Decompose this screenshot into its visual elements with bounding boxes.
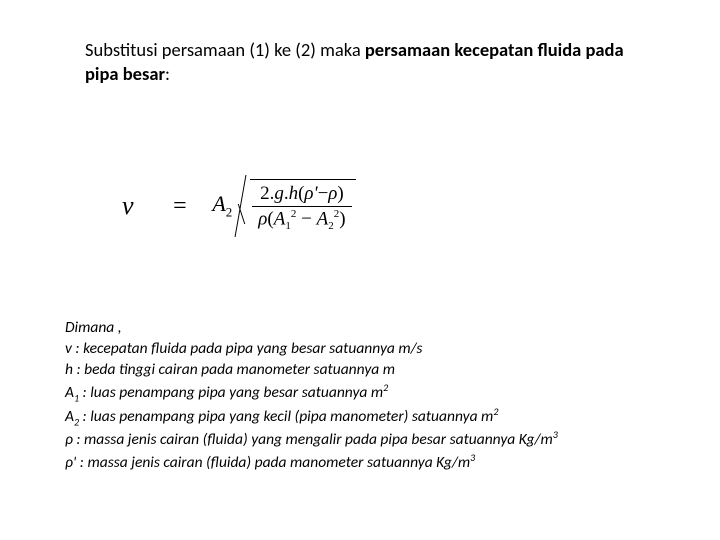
equation-block: v = A2 2.g.h(ρ'−ρ) ρ(A12 − A22) bbox=[122, 175, 356, 237]
def-line-dimana: Dimana , bbox=[65, 318, 675, 339]
den-a2: A bbox=[317, 208, 329, 229]
def-rho-sup: 3 bbox=[553, 428, 558, 441]
heading: Substitusi persamaan (1) ke (2) maka per… bbox=[85, 38, 645, 86]
definitions-block: Dimana , v : kecepatan fluida pada pipa … bbox=[65, 318, 675, 474]
den-minus: − bbox=[296, 208, 316, 229]
num-rpar: ) bbox=[337, 183, 343, 204]
sqrt-wrap: 2.g.h(ρ'−ρ) ρ(A12 − A22) bbox=[234, 175, 355, 237]
def-line-h: h : beda tinggi cairan pada manometer sa… bbox=[65, 360, 675, 381]
def-a2-text: : luas penampang pipa yang kecil (pipa m… bbox=[79, 407, 493, 426]
equation-coeff-a2: A2 bbox=[212, 191, 232, 220]
den-a1: A bbox=[274, 208, 286, 229]
num-h: h bbox=[289, 183, 299, 204]
den-rpar: ) bbox=[339, 208, 345, 229]
def-a2-sym: A bbox=[65, 407, 74, 426]
fraction-denominator: ρ(A12 − A22) bbox=[252, 207, 351, 233]
def-line-a1: A1 : luas penampang pipa yang besar satu… bbox=[65, 381, 675, 405]
num-minus: − bbox=[318, 183, 329, 204]
num-rho-prime: ρ' bbox=[304, 183, 317, 204]
def-rhop-sup: 3 bbox=[470, 451, 475, 464]
def-line-rho: ρ : massa jenis cairan (fluida) yang men… bbox=[65, 428, 675, 451]
num-g: g bbox=[274, 183, 284, 204]
def-rho-text: ρ : massa jenis cairan (fluida) yang men… bbox=[65, 430, 553, 449]
def-a1-sup: 2 bbox=[383, 381, 388, 394]
def-a1-sym: A bbox=[65, 383, 74, 402]
def-line-v: v : kecepatan fluida pada pipa yang besa… bbox=[65, 339, 675, 360]
fraction: 2.g.h(ρ'−ρ) ρ(A12 − A22) bbox=[252, 182, 351, 233]
def-rhop-text: ρ' : massa jenis cairan (fluida) pada ma… bbox=[65, 454, 470, 473]
equation-equals: = bbox=[173, 193, 187, 220]
equation-lhs: v bbox=[122, 191, 134, 221]
heading-part3: : bbox=[165, 62, 170, 85]
sqrt-sign bbox=[234, 175, 250, 237]
den-a1-sub: 1 bbox=[285, 220, 291, 232]
equation-rhs: A2 2.g.h(ρ'−ρ) ρ(A12 − A22) bbox=[212, 175, 355, 237]
def-line-rho-prime: ρ' : massa jenis cairan (fluida) pada ma… bbox=[65, 451, 675, 474]
heading-part1: Substitusi persamaan (1) ke (2) maka bbox=[85, 38, 365, 61]
def-line-a2: A 2 : luas penampang pipa yang kecil (pip… bbox=[65, 405, 675, 429]
num-2dot: 2. bbox=[260, 183, 274, 204]
def-a1-text: : luas penampang pipa yang besar satuann… bbox=[79, 383, 383, 402]
def-a2-sup: 2 bbox=[493, 405, 498, 418]
den-a2-sub: 2 bbox=[328, 220, 334, 232]
fraction-numerator: 2.g.h(ρ'−ρ) bbox=[252, 182, 351, 207]
sqrt-body: 2.g.h(ρ'−ρ) ρ(A12 − A22) bbox=[250, 179, 355, 233]
coeff-a-letter: A bbox=[212, 191, 225, 216]
